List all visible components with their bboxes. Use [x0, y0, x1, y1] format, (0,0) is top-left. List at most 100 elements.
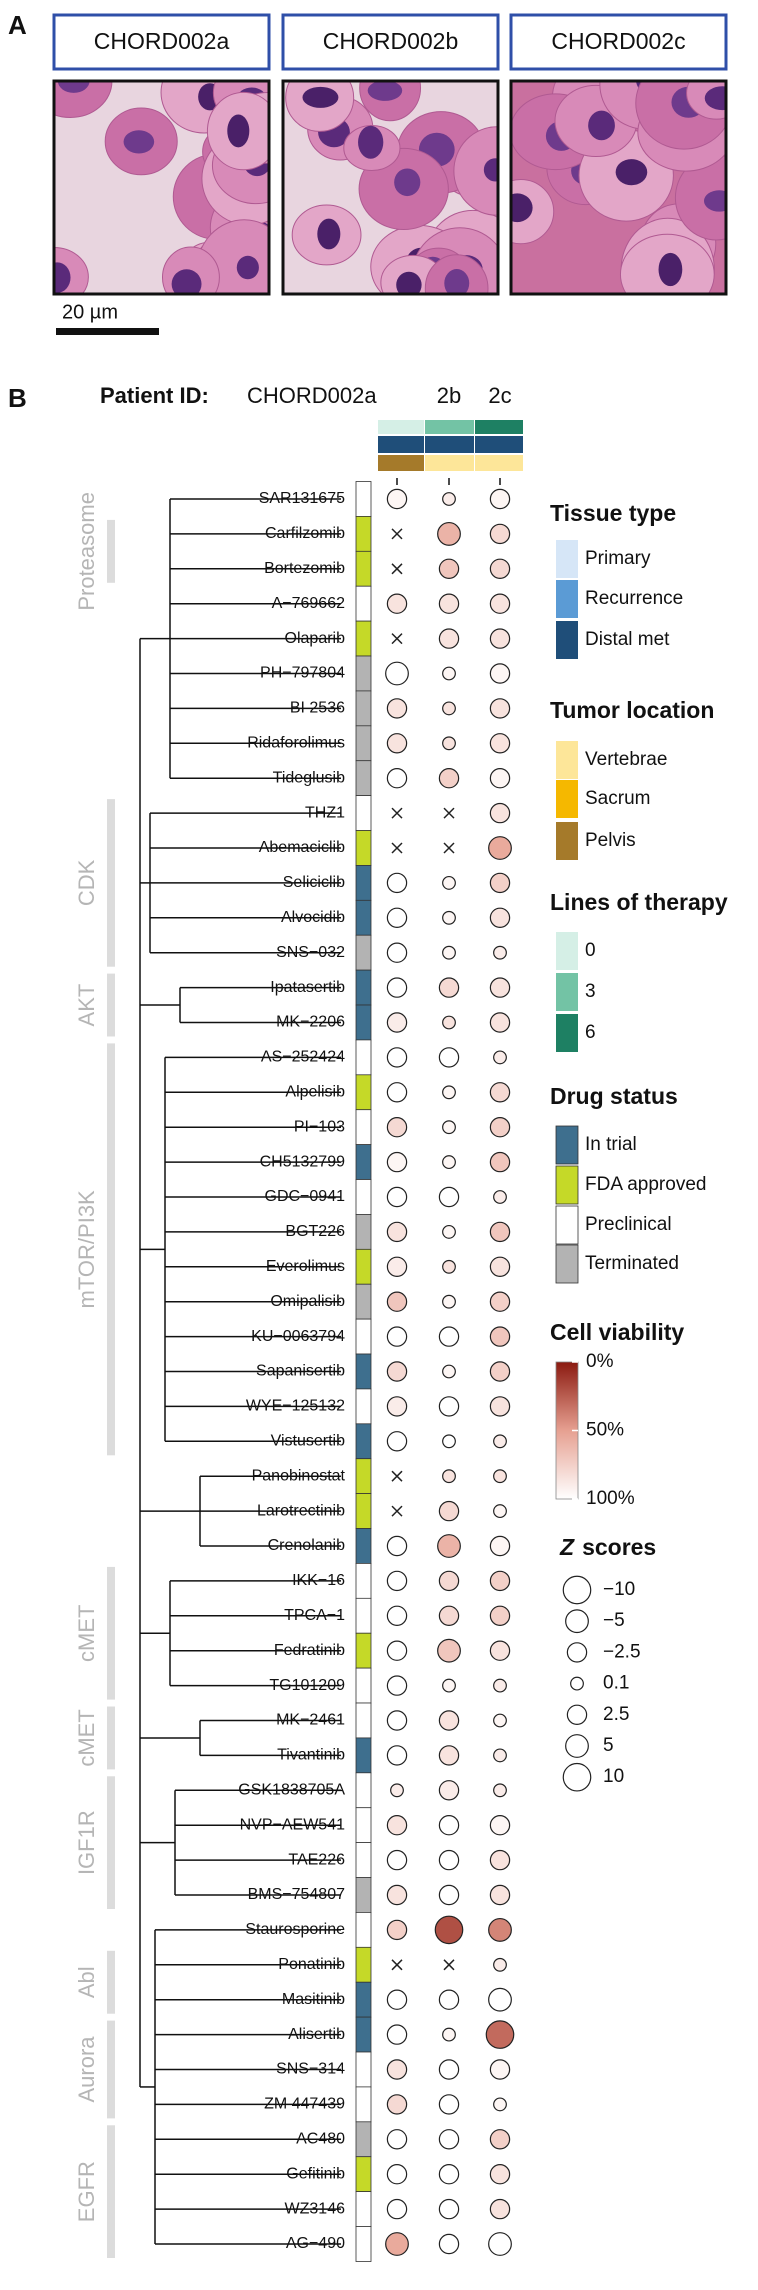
group-label: AKT	[74, 984, 99, 1027]
drug-status-cell	[355, 1074, 372, 1111]
viability-circle	[489, 1116, 511, 1138]
viability-circle	[386, 1884, 408, 1906]
viability-circle	[386, 1745, 408, 1766]
legend-label: 0.1	[603, 1673, 629, 1694]
viability-circle	[442, 1085, 456, 1100]
not-tested	[391, 807, 403, 819]
micrograph	[511, 81, 726, 294]
tissue-type-cell	[475, 436, 523, 453]
micrograph-content	[283, 81, 498, 294]
drug-status-cell	[355, 2051, 372, 2088]
viability-circle	[438, 1186, 460, 1208]
not-tested	[443, 1959, 455, 1971]
legend-label: Primary	[585, 548, 651, 569]
group-label: EGFR	[74, 2161, 99, 2222]
viability-circle	[386, 1151, 408, 1173]
drug-name: SNS−314	[276, 2061, 345, 2078]
legend-label: In trial	[585, 1134, 637, 1155]
drug-status-cell	[355, 1667, 372, 1704]
not-tested	[391, 842, 403, 854]
drug-name: Vistusertib	[271, 1433, 346, 1450]
z-legend-circle	[566, 1642, 588, 1663]
drug-name: Crenolanib	[268, 1537, 345, 1554]
drug-status-cell	[355, 1493, 372, 1529]
viability-circle	[489, 1849, 511, 1871]
viability-circle	[488, 1917, 512, 1942]
tumor-location-cell	[378, 455, 424, 471]
viability-circle	[489, 628, 511, 649]
drug-name: GSK1838705A	[238, 1782, 345, 1799]
drug-status-cell	[355, 1632, 372, 1669]
drug-status-cell	[355, 655, 372, 692]
drug-name: MK−2461	[276, 1712, 345, 1729]
drug-name: A−769662	[272, 595, 346, 612]
drug-status-cell	[355, 1179, 372, 1215]
viability-circle	[442, 1120, 456, 1135]
viability-circle	[442, 1294, 456, 1309]
viability-circle	[438, 1780, 460, 1801]
drug-name: KU−0063794	[251, 1328, 345, 1345]
scale-bar	[56, 328, 159, 335]
group-label: Abl	[74, 1966, 99, 1998]
not-tested	[391, 1505, 403, 1517]
drug-name: Staurosporine	[245, 1921, 345, 1938]
viability-circle	[489, 1814, 511, 1836]
viability-circle	[493, 1748, 507, 1763]
viability-circle	[489, 2163, 511, 2185]
group-bar	[107, 1776, 115, 1909]
drug-name: IKK−16	[292, 1572, 345, 1589]
micrograph	[283, 81, 498, 294]
viability-circle	[493, 1713, 507, 1728]
viability-circle	[437, 1638, 461, 1663]
drug-name: THZ1	[305, 804, 345, 821]
drug-name: BI 2536	[290, 700, 345, 717]
tissue-swatch	[556, 621, 578, 659]
location-swatch	[556, 741, 578, 779]
drug-status-cell	[355, 2016, 372, 2053]
viability-circle	[438, 1326, 460, 1347]
z-legend-circle	[562, 1575, 592, 1605]
not-tested	[391, 563, 403, 575]
group-label: cMET	[74, 1709, 99, 1766]
viability-circle	[442, 2027, 456, 2042]
drug-name: SAR131675	[259, 490, 345, 507]
legend-title: Drug status	[550, 1083, 678, 1109]
tumor-location-cell	[425, 455, 474, 471]
legend-label: 6	[585, 1022, 596, 1043]
drug-name: Fedratinib	[274, 1642, 345, 1659]
group-bar	[107, 973, 115, 1037]
drug-status-cell	[355, 1702, 372, 1739]
viability-circle	[386, 2059, 408, 2080]
viability-circle	[442, 1259, 456, 1274]
not-tested	[391, 1470, 403, 1482]
location-swatch	[556, 780, 578, 818]
viability-circle	[488, 1987, 512, 2012]
nucleus	[367, 81, 403, 101]
drug-status-cell	[355, 2086, 372, 2123]
viability-circle	[386, 1919, 408, 1941]
drug-name: PH−797804	[260, 665, 345, 682]
drug-name: Tideglusib	[273, 769, 345, 786]
panel-label: A	[8, 10, 27, 40]
viability-circle	[386, 733, 408, 754]
drug-name: BGT226	[285, 1223, 345, 1240]
drug-name: Ponatinib	[278, 1956, 345, 1973]
drug-name: WZ3146	[285, 2200, 346, 2217]
legend-label: 100%	[586, 1488, 635, 1509]
nucleus	[703, 190, 726, 212]
viability-circle	[438, 1570, 460, 1592]
not-tested	[391, 528, 403, 540]
nucleus	[54, 262, 71, 293]
drug-status-cell	[355, 516, 372, 552]
viability-circle	[386, 1431, 408, 1452]
drug-status-cell	[355, 1039, 372, 1076]
viability-circle	[438, 2163, 460, 2185]
viability-circle	[442, 1224, 456, 1239]
micrograph-content	[54, 81, 269, 294]
drug-name: Carfilzomib	[265, 525, 345, 542]
viability-circle	[485, 2020, 515, 2049]
viability-circle	[442, 945, 456, 960]
viability-circle	[437, 1534, 461, 1558]
not-tested	[443, 807, 455, 819]
status-swatch	[555, 1244, 579, 1284]
